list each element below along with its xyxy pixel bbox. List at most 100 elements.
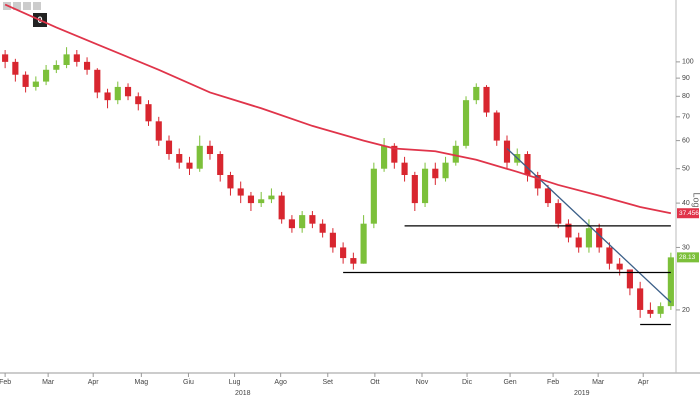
candle-body	[596, 228, 603, 248]
moving-average	[4, 3, 672, 215]
candle-body	[258, 199, 265, 204]
x-tick-label: Set	[322, 379, 333, 386]
candle-body	[176, 154, 183, 163]
candle-body	[391, 145, 398, 163]
x-tick-label: Feb	[547, 379, 559, 386]
candle-body	[53, 64, 60, 70]
x-tick-label: Dic	[462, 379, 473, 386]
candle-body	[114, 86, 121, 101]
candle-body	[401, 162, 408, 175]
candle-body	[340, 247, 347, 259]
ma-last-label-box	[677, 208, 699, 219]
candle-body	[299, 215, 306, 229]
candle-body	[360, 223, 367, 264]
candle-body	[432, 168, 439, 179]
x-tick-label: Apr	[88, 379, 100, 386]
candle-body	[196, 145, 203, 169]
candle-body	[647, 309, 654, 314]
candle-body	[2, 54, 9, 62]
candle-body	[186, 162, 193, 169]
y-tick-label: 100	[682, 59, 694, 66]
candle-body	[83, 61, 91, 70]
price-last-label: 28.13	[679, 254, 696, 261]
candle-body	[73, 54, 80, 62]
candle-body	[206, 145, 214, 155]
candle-body	[350, 258, 357, 264]
candle-body	[503, 140, 511, 163]
candle-body	[421, 168, 429, 204]
x-tick-label: Giu	[183, 379, 194, 386]
candle-body	[155, 121, 162, 141]
candle-body	[32, 81, 39, 87]
candle-body	[278, 195, 285, 220]
y-tick-label: 30	[682, 244, 690, 251]
x-tick-label: Mag	[135, 379, 149, 386]
y-tick-label: 70	[682, 114, 690, 121]
candle-body	[411, 174, 418, 204]
candle-body	[452, 145, 459, 163]
candle-body	[585, 228, 593, 248]
candle-body	[43, 69, 50, 82]
tool-icon[interactable]	[13, 2, 21, 10]
candle-body	[124, 86, 132, 97]
candle-body	[319, 223, 326, 233]
candle-body	[370, 168, 377, 224]
candle-body	[63, 54, 70, 65]
candle-body	[288, 219, 295, 229]
candle-body	[165, 140, 173, 155]
y-tick-label: 80	[682, 93, 690, 100]
y-tick-label: 20	[682, 307, 690, 314]
candle-body	[268, 195, 275, 200]
tool-icon[interactable]	[33, 2, 41, 10]
candle-body	[565, 223, 572, 238]
candle-body	[442, 162, 449, 179]
candle-body	[329, 232, 336, 248]
candle-body	[534, 174, 541, 189]
x-tick-label: Ago	[274, 379, 287, 386]
y-tick-label: 40	[682, 200, 690, 207]
candle-body	[657, 306, 664, 314]
candle-body	[473, 86, 480, 101]
x-tick-label: Feb	[0, 379, 11, 386]
candle-body	[575, 237, 582, 248]
x-tick-label: Ott	[370, 379, 379, 386]
candle-body	[237, 188, 244, 196]
candle-body	[145, 104, 152, 122]
x-tick-label: Gen	[503, 379, 516, 386]
candle-body	[247, 195, 255, 204]
candle-body	[104, 92, 111, 101]
candle-body	[483, 86, 490, 113]
candle-body	[606, 247, 613, 264]
candle-body	[616, 263, 623, 270]
x-tick-label: Lug	[229, 379, 241, 386]
log-label: Log	[692, 192, 700, 207]
x-tick-label: Mar	[42, 379, 55, 386]
candle-body	[462, 100, 470, 146]
candle-body	[94, 69, 101, 93]
candle-body	[555, 203, 562, 224]
year-label: 2019	[574, 390, 590, 397]
candle-body	[12, 61, 19, 75]
y-tick-label: 60	[682, 137, 690, 144]
candle-body	[493, 112, 500, 141]
candle-body	[524, 154, 531, 175]
candle-body	[637, 288, 644, 310]
candle-body	[22, 74, 29, 87]
x-tick-label: Mar	[592, 379, 605, 386]
candle-body	[381, 145, 388, 169]
candle-body	[227, 174, 234, 189]
candle-body	[544, 188, 552, 204]
tool-icon[interactable]	[23, 2, 31, 10]
year-label: 2018	[235, 390, 251, 397]
y-tick-label: 90	[682, 75, 690, 82]
candle-body	[309, 215, 316, 224]
candle-body	[135, 96, 142, 105]
y-tick-label: 50	[682, 166, 690, 173]
candle-body	[667, 257, 674, 307]
x-tick-label: Nov	[416, 379, 429, 386]
candle-body	[626, 269, 633, 289]
